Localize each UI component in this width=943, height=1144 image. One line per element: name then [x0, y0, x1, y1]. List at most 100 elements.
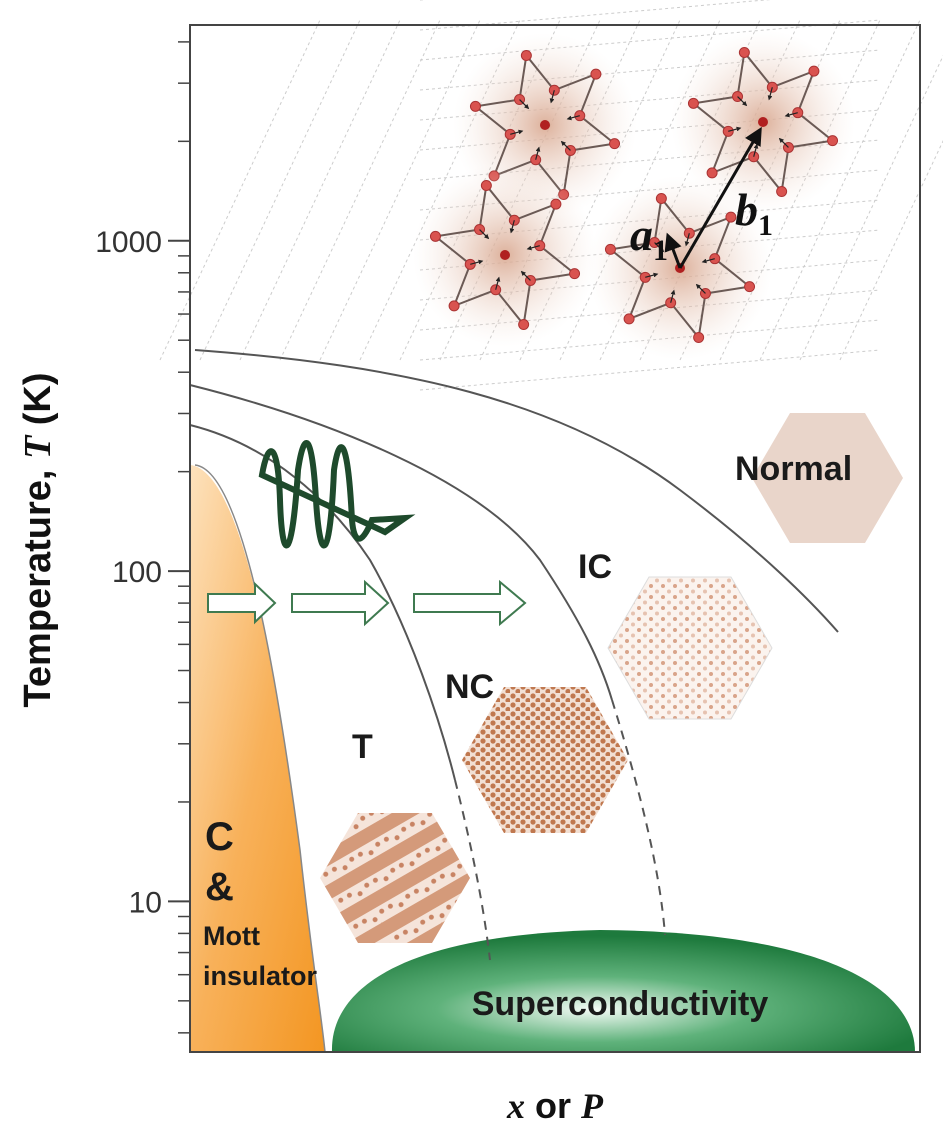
lattice-grid [279, 19, 441, 361]
lattice-grid [419, 19, 881, 61]
sc-label: Superconductivity [472, 985, 769, 1023]
star-atom [550, 198, 562, 210]
light-pulse [258, 440, 416, 549]
b1-letter: b [735, 184, 758, 235]
c-label: C [205, 815, 234, 859]
star-atom [518, 319, 530, 331]
lattice-grid [319, 19, 481, 361]
star-atom [623, 313, 635, 325]
displacement-arrow [535, 146, 541, 160]
displacement-arrow [670, 289, 676, 303]
displacement-arrow [495, 276, 501, 290]
lattice-grid [239, 19, 401, 361]
star-atom [827, 135, 839, 147]
displacement-arrow [560, 140, 571, 151]
nc-label: NC [445, 668, 494, 706]
lattice-grid [159, 19, 321, 361]
star-atom [604, 243, 616, 255]
displacement-arrow [510, 129, 524, 135]
star-atom [590, 68, 602, 80]
t-label: T [352, 728, 373, 766]
star-atom [569, 268, 581, 280]
star-atom [744, 281, 756, 293]
displacement-arrow [784, 112, 798, 118]
displacement-arrow [526, 245, 540, 251]
star-atom [429, 230, 441, 242]
nc-boundary [189, 424, 456, 781]
vector-a1 [664, 232, 682, 269]
ic-boundary [189, 384, 613, 701]
vector-b1 [678, 126, 762, 269]
insulator-label: insulator [203, 961, 318, 991]
y-tick-label: 10 [129, 886, 162, 919]
star-atom [738, 46, 750, 58]
displacement-arrow [509, 220, 515, 234]
y-label-text: Temperature, [17, 459, 59, 707]
displacement-arrow [519, 99, 530, 110]
lattice-grid [799, 54, 943, 361]
lattice-grid [419, 349, 881, 391]
star-atom [693, 332, 705, 344]
x-label-or: or [525, 1085, 581, 1126]
star-atom [480, 179, 492, 191]
x-label-x: x [506, 1086, 525, 1126]
sc-dome [331, 930, 915, 1052]
displacement-arrow [654, 242, 665, 253]
star-atom [725, 211, 737, 223]
displacement-arrow [520, 270, 531, 281]
star-center [758, 117, 768, 127]
star-atom [655, 192, 667, 204]
a1-subscript: 1 [653, 234, 668, 267]
star-atom [706, 167, 718, 179]
lattice-grid [199, 19, 361, 361]
lattice-grid [759, 19, 921, 361]
b1-label: b1 [735, 184, 773, 242]
y-tick-label: 1000 [95, 226, 162, 259]
plot-frame [189, 24, 921, 1053]
displacement-arrow [470, 259, 484, 265]
star-atom [469, 100, 481, 112]
ic-hexagon [607, 576, 773, 720]
displacement-arrow [566, 115, 580, 121]
x-label-p: P [580, 1086, 604, 1126]
star-center [500, 250, 510, 260]
normal-boundary [194, 349, 839, 633]
y-label-unit: (K) [17, 372, 59, 435]
b1-subscript: 1 [758, 209, 773, 242]
star-atom [609, 138, 621, 150]
nc-hexagon [462, 687, 628, 833]
displacement-arrow [684, 233, 690, 247]
pump-arrows [207, 579, 527, 627]
mott-label: Mott [203, 921, 260, 951]
a1-letter: a [630, 209, 653, 260]
displacement-arrow [549, 90, 555, 104]
ic-label: IC [578, 548, 612, 586]
c-boundary [194, 464, 326, 1053]
ic-boundary-dashed [611, 699, 666, 936]
normal-hexagon [752, 413, 903, 543]
a1-label: a1 [630, 209, 668, 267]
displacement-arrow [645, 272, 659, 278]
displacement-arrow [737, 96, 748, 107]
displacement-arrow [767, 87, 773, 101]
displacement-arrow [695, 283, 706, 294]
t-hexagon [320, 813, 470, 943]
displacement-arrow [701, 258, 715, 264]
y-label-symbol: T [17, 434, 59, 459]
nc-boundary-dashed [454, 779, 491, 961]
star-center [540, 120, 550, 130]
star-atom [776, 186, 788, 198]
displacement-arrow [728, 126, 742, 132]
displacement-arrow [479, 229, 490, 240]
y-tick-label: 100 [112, 556, 162, 589]
normal-label: Normal [735, 450, 852, 488]
x-axis-label: x or P [506, 1085, 604, 1126]
star-atom [808, 65, 820, 77]
and-label: & [205, 865, 234, 909]
lattice-grid [419, 0, 771, 31]
star-atom [520, 49, 532, 61]
star-atom [687, 97, 699, 109]
y-axis-label: Temperature, T (K) [17, 372, 59, 707]
